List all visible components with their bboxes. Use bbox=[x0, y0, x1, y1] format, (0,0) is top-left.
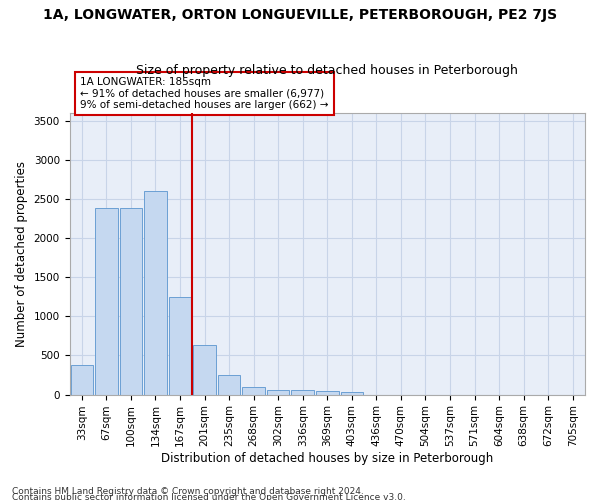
Bar bbox=[292, 390, 314, 394]
Title: Size of property relative to detached houses in Peterborough: Size of property relative to detached ho… bbox=[136, 64, 518, 77]
X-axis label: Distribution of detached houses by size in Peterborough: Distribution of detached houses by size … bbox=[161, 452, 493, 465]
Bar bbox=[316, 392, 338, 394]
Bar bbox=[267, 390, 289, 394]
Bar bbox=[144, 191, 167, 394]
Text: Contains HM Land Registry data © Crown copyright and database right 2024.: Contains HM Land Registry data © Crown c… bbox=[12, 486, 364, 496]
Text: 1A LONGWATER: 185sqm
← 91% of detached houses are smaller (6,977)
9% of semi-det: 1A LONGWATER: 185sqm ← 91% of detached h… bbox=[80, 77, 328, 110]
Bar bbox=[341, 392, 363, 394]
Bar bbox=[71, 365, 93, 394]
Text: 1A, LONGWATER, ORTON LONGUEVILLE, PETERBOROUGH, PE2 7JS: 1A, LONGWATER, ORTON LONGUEVILLE, PETERB… bbox=[43, 8, 557, 22]
Y-axis label: Number of detached properties: Number of detached properties bbox=[15, 160, 28, 346]
Bar bbox=[119, 208, 142, 394]
Bar bbox=[169, 297, 191, 394]
Text: Contains public sector information licensed under the Open Government Licence v3: Contains public sector information licen… bbox=[12, 492, 406, 500]
Bar bbox=[242, 387, 265, 394]
Bar bbox=[218, 374, 241, 394]
Bar bbox=[193, 344, 216, 395]
Bar bbox=[95, 208, 118, 394]
